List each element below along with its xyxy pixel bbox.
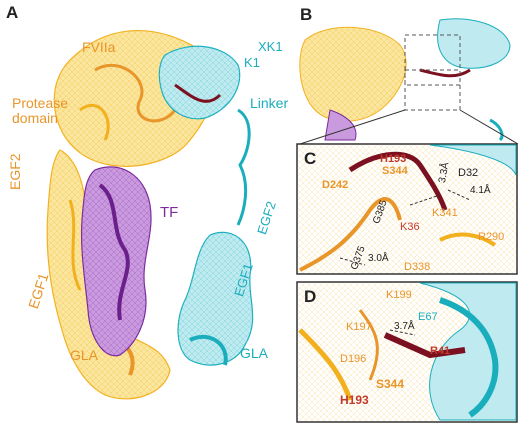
- label-c-r290: R290: [478, 231, 505, 243]
- label-c-d32: D32: [458, 167, 479, 179]
- label-c-k341: K341: [432, 207, 458, 219]
- panel-c-inset: [296, 143, 518, 275]
- label-xk1: XK1: [258, 39, 283, 54]
- label-gla-tfpi: GLA: [240, 345, 269, 361]
- panel-label-b: B: [300, 5, 313, 24]
- label-protease-domain: Protease domain: [12, 95, 69, 127]
- label-d-h193: H193: [340, 393, 369, 407]
- label-tf: TF: [160, 204, 179, 221]
- label-gla-fviia: GLA: [70, 347, 99, 363]
- label-c-d338: D338: [404, 261, 431, 273]
- panel-label-a: A: [6, 3, 19, 22]
- label-d-d196: D196: [340, 353, 367, 365]
- label-d-distance-3-7: 3.7Å: [394, 321, 415, 332]
- label-d-r41: R41: [430, 345, 451, 357]
- label-egf2-fviia: EGF2: [7, 153, 23, 190]
- label-c-d242: D242: [322, 179, 349, 191]
- label-c-s344: S344: [382, 165, 408, 177]
- label-d-s344: S344: [376, 377, 405, 391]
- label-k1: K1: [244, 55, 260, 70]
- label-c-distance-4-1: 4.1Å: [470, 185, 491, 196]
- label-d-k197: K197: [346, 321, 372, 333]
- label-c-distance-3-0: 3.0Å: [368, 253, 389, 264]
- label-c-k36: K36: [400, 221, 420, 233]
- tfpi-surface: [158, 45, 254, 366]
- tf-surface: [80, 166, 152, 357]
- label-linker: Linker: [250, 95, 289, 111]
- panel-label-c: C: [304, 149, 317, 168]
- label-d-k199: K199: [386, 289, 412, 301]
- label-c-h193: H193: [380, 153, 407, 165]
- label-d-e67: E67: [418, 311, 438, 323]
- label-fviia: FVIIa: [82, 39, 116, 55]
- panel-label-d: D: [304, 287, 317, 306]
- panel-b-overview: [299, 18, 519, 145]
- panel-d-inset: [296, 281, 518, 423]
